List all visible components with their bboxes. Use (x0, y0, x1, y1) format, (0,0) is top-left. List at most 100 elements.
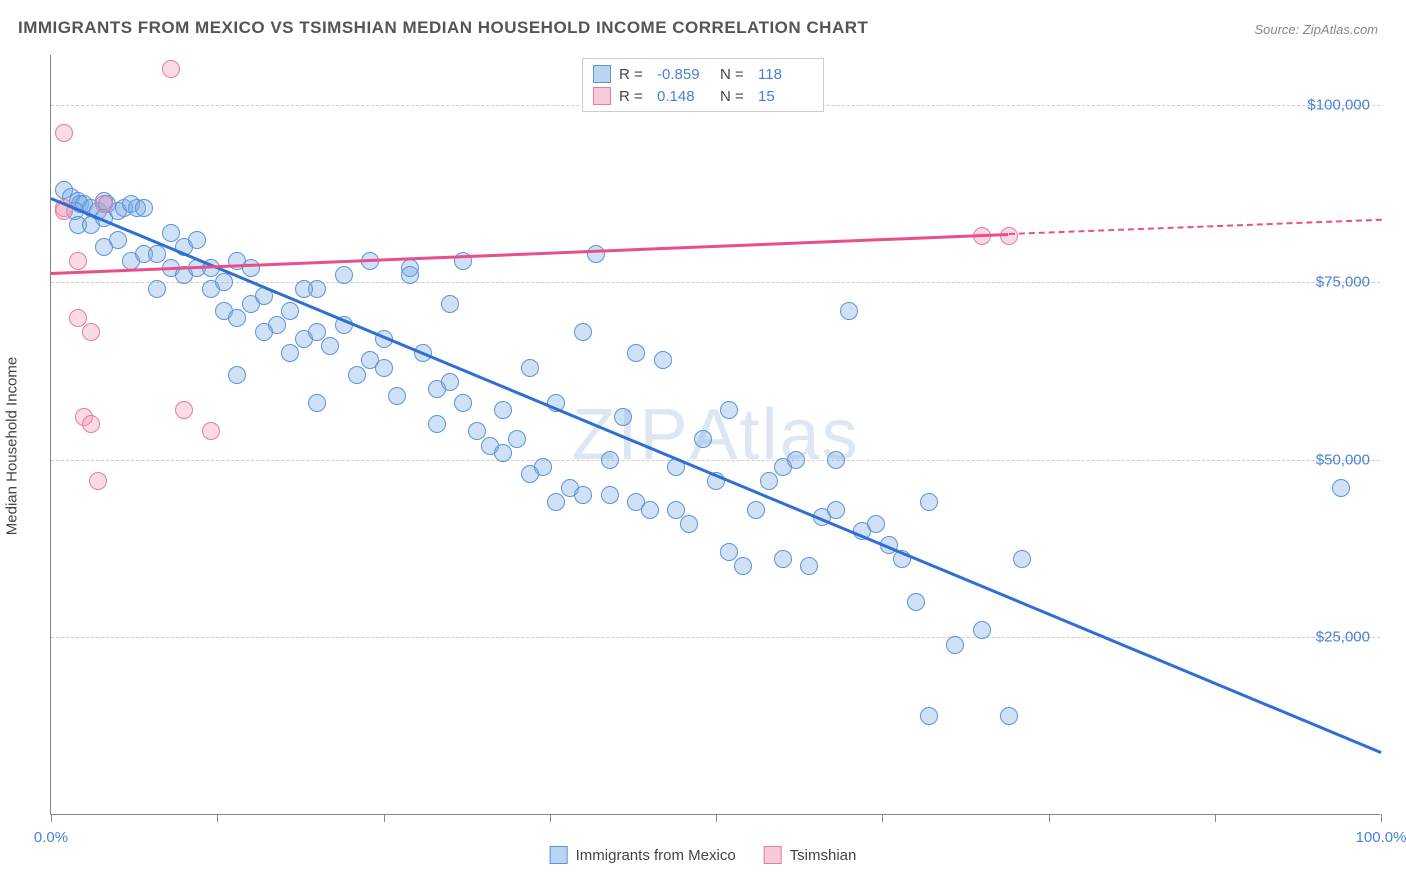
data-point (867, 515, 885, 533)
data-point (348, 366, 366, 384)
data-point (388, 387, 406, 405)
plot-area: ZIPAtlas $25,000$50,000$75,000$100,0000.… (50, 55, 1380, 815)
legend-r-label: R = (619, 66, 649, 83)
data-point (827, 501, 845, 519)
legend-swatch (764, 846, 782, 864)
data-point (361, 351, 379, 369)
x-tick (882, 814, 883, 822)
source-attribution: Source: ZipAtlas.com (1254, 22, 1378, 37)
data-point (574, 323, 592, 341)
data-point (321, 337, 339, 355)
data-point (281, 344, 299, 362)
data-point (1332, 479, 1350, 497)
data-point (335, 266, 353, 284)
x-tick (1049, 814, 1050, 822)
x-tick (217, 814, 218, 822)
data-point (69, 309, 87, 327)
chart-container: IMMIGRANTS FROM MEXICO VS TSIMSHIAN MEDI… (0, 0, 1406, 892)
y-tick-label: $25,000 (1316, 629, 1370, 646)
x-tick (716, 814, 717, 822)
data-point (215, 273, 233, 291)
data-point (175, 401, 193, 419)
legend-row: R = -0.859 N = 118 (593, 63, 813, 85)
legend-n-value: 118 (758, 66, 813, 83)
legend-swatch (550, 846, 568, 864)
data-point (148, 245, 166, 263)
x-tick (1215, 814, 1216, 822)
data-point (521, 359, 539, 377)
data-point (760, 472, 778, 490)
data-point (242, 259, 260, 277)
data-point (641, 501, 659, 519)
data-point (228, 366, 246, 384)
data-point (82, 323, 100, 341)
legend-n-label: N = (720, 88, 750, 105)
data-point (468, 422, 486, 440)
legend-item: Immigrants from Mexico (550, 846, 736, 864)
data-point (601, 486, 619, 504)
data-point (454, 394, 472, 412)
legend-row: R =0.148N =15 (593, 85, 813, 107)
legend-label: Immigrants from Mexico (576, 847, 736, 864)
data-point (734, 557, 752, 575)
legend-n-label: N = (720, 66, 750, 83)
data-point (800, 557, 818, 575)
data-point (148, 280, 166, 298)
data-point (654, 351, 672, 369)
gridline (51, 637, 1380, 638)
data-point (601, 451, 619, 469)
x-tick (384, 814, 385, 822)
data-point (89, 472, 107, 490)
trend-line (1009, 218, 1381, 234)
data-point (614, 408, 632, 426)
data-point (82, 415, 100, 433)
y-tick-label: $75,000 (1316, 274, 1370, 291)
data-point (441, 373, 459, 391)
data-point (747, 501, 765, 519)
data-point (627, 344, 645, 362)
data-point (667, 501, 685, 519)
legend-n-value: 15 (758, 88, 813, 105)
legend-label: Tsimshian (790, 847, 857, 864)
data-point (135, 199, 153, 217)
x-tick-label: 100.0% (1356, 829, 1406, 846)
data-point (587, 245, 605, 263)
data-point (946, 636, 964, 654)
data-point (401, 266, 419, 284)
data-point (574, 486, 592, 504)
data-point (720, 401, 738, 419)
data-point (547, 493, 565, 511)
data-point (787, 451, 805, 469)
legend-item: Tsimshian (764, 846, 857, 864)
data-point (55, 124, 73, 142)
trend-line (51, 197, 1382, 753)
legend-r-value: -0.859 (657, 66, 712, 83)
gridline (51, 460, 1380, 461)
legend-swatch (593, 87, 611, 105)
legend-series: Immigrants from Mexico Tsimshian (550, 846, 857, 864)
data-point (920, 493, 938, 511)
data-point (162, 224, 180, 242)
data-point (680, 515, 698, 533)
data-point (95, 195, 113, 213)
data-point (840, 302, 858, 320)
data-point (428, 415, 446, 433)
data-point (228, 309, 246, 327)
y-tick-label: $100,000 (1307, 96, 1370, 113)
legend-r-label: R = (619, 88, 649, 105)
data-point (720, 543, 738, 561)
data-point (1000, 707, 1018, 725)
data-point (494, 444, 512, 462)
data-point (295, 280, 313, 298)
data-point (494, 401, 512, 419)
data-point (109, 231, 127, 249)
data-point (907, 593, 925, 611)
data-point (1013, 550, 1031, 568)
data-point (255, 323, 273, 341)
data-point (202, 422, 220, 440)
data-point (162, 60, 180, 78)
y-axis-label: Median Household Income (4, 357, 21, 535)
data-point (827, 451, 845, 469)
chart-title: IMMIGRANTS FROM MEXICO VS TSIMSHIAN MEDI… (18, 18, 868, 38)
data-point (69, 252, 87, 270)
